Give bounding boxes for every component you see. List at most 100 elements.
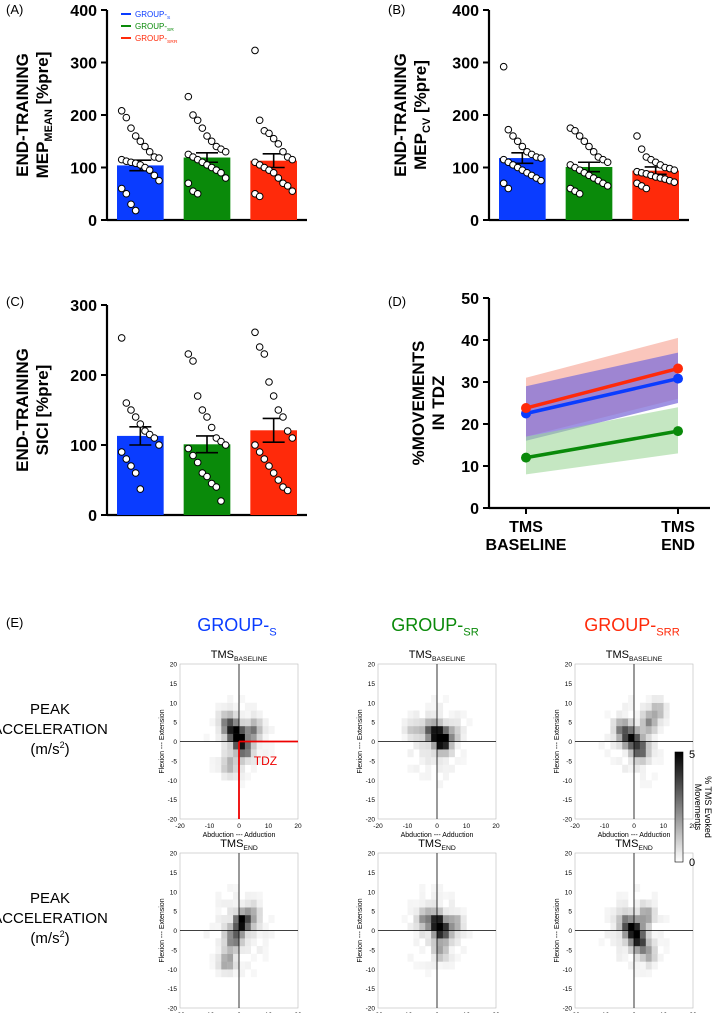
heatmap-cell (639, 938, 646, 947)
heatmap-cell (460, 726, 467, 734)
y-tick-label: 200 (452, 108, 479, 125)
data-point (155, 176, 163, 185)
heatmap-cell (639, 710, 646, 719)
heatmap-cell (639, 946, 646, 954)
heatmap-cell (610, 757, 617, 765)
x-tick-label: 0 (435, 823, 439, 830)
data-point (251, 441, 259, 449)
heatmap-cell (651, 733, 658, 742)
heatmap-cell (209, 953, 216, 962)
heatmap-cell (227, 726, 234, 734)
heatmap-cell (233, 702, 240, 711)
heatmap-cell (604, 733, 611, 742)
heatmap-cell (425, 726, 432, 734)
heatmap-cell (437, 930, 444, 939)
data-point (637, 145, 646, 153)
heatmap-cell (268, 749, 275, 758)
x-tick-label: -10 (205, 823, 215, 830)
heatmap-cell (419, 907, 426, 916)
x-tick-label: -10 (403, 823, 413, 830)
heatmap-cell (262, 726, 269, 734)
heatmap-cell (250, 741, 257, 750)
colorbar-label-line: % TMS Evoked (703, 776, 713, 838)
heatmap-cell (256, 891, 263, 900)
y-label-line: %MOVEMENTS (409, 341, 428, 466)
heatmap-cell (645, 780, 652, 789)
data-point (198, 124, 207, 132)
row-label-line: PEAK (30, 890, 70, 907)
heatmap-cell (244, 915, 251, 923)
heatmap-cell (401, 726, 408, 734)
heatmap-cell (437, 718, 444, 727)
heatmap-cell (622, 718, 629, 727)
heatmap-cell (209, 757, 216, 765)
heatmap-cell (610, 915, 617, 923)
y-tick-label: 100 (70, 438, 97, 455)
y-tick-label: -10 (366, 967, 376, 974)
heatmap-cell (227, 772, 234, 781)
data-point (255, 448, 264, 456)
data-point (203, 413, 211, 421)
heatmap-cell (622, 899, 629, 908)
heatmap-cell (419, 922, 426, 931)
heatmap-cell (610, 718, 617, 727)
y-axis-label: Flexion --- Extension (357, 709, 364, 773)
heatmap-cell (628, 695, 635, 703)
data-point (504, 184, 513, 193)
heatmap-cell (407, 899, 414, 908)
heatmap-cell (250, 702, 257, 711)
heatmap-cell (227, 915, 234, 923)
heatmap-title: TMSBASELINE (409, 649, 466, 663)
heatmap-cell (431, 899, 438, 908)
heatmap-cell (651, 710, 658, 719)
heatmap-cell (425, 718, 432, 727)
heatmap-cell (401, 915, 408, 923)
heatmap-cell (221, 733, 228, 742)
heatmap-cell (233, 772, 240, 781)
heatmap-cell (442, 726, 449, 734)
heatmap-cell (657, 915, 664, 923)
panel-label: (B) (388, 2, 405, 17)
heatmap-title: TMSBASELINE (211, 649, 268, 663)
row-label-line: (m/s2) (30, 929, 69, 947)
y-label-line: END-TRAINING (391, 53, 410, 177)
heatmap-cell (227, 922, 234, 931)
heatmap-cell (454, 953, 461, 962)
heatmap-cell (425, 741, 432, 750)
heatmap-cell (622, 891, 629, 900)
y-tick-label: 0 (173, 739, 177, 746)
heatmap-cell (239, 930, 246, 939)
legend-entry: GROUP-SR (135, 22, 174, 33)
heatmap-cell (419, 891, 426, 900)
heatmap-cell (221, 922, 228, 931)
data-point (122, 455, 131, 463)
data-point (274, 476, 283, 484)
heatmap-cell (239, 922, 246, 931)
y-tick-label: 0 (371, 928, 375, 935)
data-point (217, 497, 225, 505)
heatmap-cell (419, 733, 426, 742)
heatmap-cell (628, 733, 635, 742)
heatmap-cell (442, 930, 449, 939)
data-point (509, 132, 517, 140)
heatmap-cell (634, 907, 641, 916)
heatmap-cell (622, 946, 629, 954)
heatmap-cell (437, 764, 444, 773)
legend-entry: GROUP-S (135, 10, 171, 21)
y-label-line: MEPCV [%pre] (411, 60, 433, 170)
y-tick-label: 0 (568, 928, 572, 935)
heatmap-cell (262, 930, 269, 939)
heatmap-cell (262, 938, 269, 947)
y-tick-label: -15 (168, 986, 178, 993)
heatmap-cell (437, 899, 444, 908)
heatmap-cell (215, 891, 222, 900)
data-point (251, 328, 259, 337)
heatmap-cell (407, 922, 414, 931)
heatmap-cell (616, 953, 623, 962)
y-tick-label: -10 (168, 778, 178, 785)
heatmap-cell (244, 702, 251, 711)
heatmap-cell (622, 953, 629, 962)
heatmap-cell (663, 938, 670, 947)
y-tick-label: 0 (568, 739, 572, 746)
heatmap-cell (227, 702, 234, 711)
